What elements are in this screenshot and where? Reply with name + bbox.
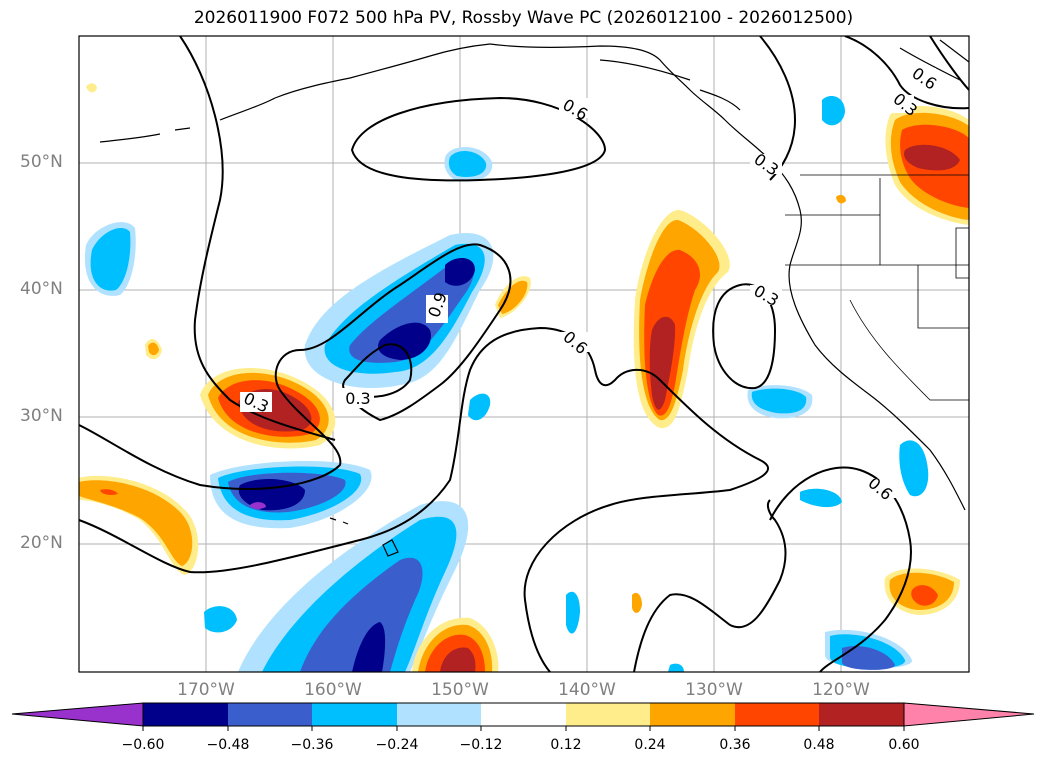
anomaly-blob — [904, 144, 960, 171]
anomaly-blob — [468, 393, 491, 421]
anomaly-blob — [204, 606, 237, 633]
anomaly-blob — [300, 557, 423, 672]
colorbar-tick-label: −0.12 — [459, 737, 503, 753]
colorbar-bin — [312, 703, 397, 726]
contour-line — [79, 326, 769, 672]
pv-contours — [79, 36, 969, 672]
anomaly-blob — [100, 489, 118, 495]
colorbar — [11, 702, 1035, 731]
lat-label: 50°N — [20, 152, 63, 172]
anomaly-blob — [90, 228, 131, 291]
colorbar-bin — [397, 703, 481, 726]
anomaly-blob — [800, 488, 842, 508]
contour-line — [350, 96, 607, 182]
anomaly-blob — [842, 645, 895, 670]
anomaly-blob — [148, 342, 159, 356]
contour-line — [844, 36, 969, 110]
lon-label: 160°W — [304, 680, 362, 700]
colorbar-tick-label: 0.24 — [634, 737, 666, 753]
anomaly-blob — [668, 663, 684, 672]
lon-label: 170°W — [177, 680, 235, 700]
anomaly-blob — [649, 316, 676, 410]
lat-label: 30°N — [20, 406, 63, 426]
lat-label: 20°N — [20, 533, 63, 553]
colorbar-tick-label: −0.24 — [375, 737, 419, 753]
anomaly-blob — [911, 585, 938, 606]
anomaly-blob — [79, 480, 193, 566]
colorbar-tick-label: 0.36 — [719, 737, 751, 753]
colorbar-tick-label: −0.36 — [290, 737, 334, 753]
anomaly-blob — [250, 502, 266, 510]
colorbar-tick-label: −0.60 — [121, 737, 165, 753]
contour-line — [929, 36, 969, 91]
colorbar-tick-label: 0.60 — [888, 737, 920, 753]
colorbar-extend-high — [903, 702, 1035, 727]
colorbar-bin — [143, 703, 228, 726]
map-title: 2026011900 F072 500 hPa PV, Rossby Wave … — [193, 8, 854, 28]
colorbar-tick-label: 0.12 — [550, 737, 582, 753]
anomaly-blob — [822, 96, 845, 126]
contour-label: 0.3 — [345, 389, 370, 408]
colorbar-tick-label: −0.48 — [206, 737, 250, 753]
anomaly-blob — [378, 322, 431, 360]
anomaly-blob — [86, 83, 97, 93]
lon-label: 130°W — [685, 680, 743, 700]
anomaly-blob — [498, 280, 528, 314]
negative-anomalies — [84, 96, 929, 672]
anomaly-blob — [566, 591, 580, 634]
colorbar-tick-label: 0.48 — [803, 737, 835, 753]
anomaly-blob — [349, 259, 475, 363]
anomaly-blob — [445, 258, 475, 286]
colorbar-bin — [735, 703, 819, 726]
contour-line — [712, 283, 777, 390]
anomaly-blob — [440, 647, 476, 672]
contour-line — [633, 499, 787, 672]
anomaly-blob — [899, 440, 929, 497]
colorbar-bin — [481, 703, 566, 726]
contour-line — [79, 243, 512, 490]
lon-label: 140°W — [558, 680, 616, 700]
anomaly-blob — [448, 151, 487, 177]
political-borders — [785, 174, 969, 401]
lon-label: 120°W — [812, 680, 870, 700]
contour-line — [769, 466, 912, 672]
colorbar-bin — [650, 703, 735, 726]
colorbar-bin — [228, 703, 312, 726]
colorbar-extend-low — [11, 702, 144, 727]
colorbar-bin — [566, 703, 650, 726]
lon-label: 150°W — [431, 680, 489, 700]
colorbar-bin — [819, 703, 904, 726]
positive-anomalies — [79, 83, 969, 672]
anomaly-blob — [352, 622, 386, 672]
anomaly-blob — [836, 194, 846, 204]
coastlines — [99, 39, 969, 557]
contour-line — [179, 36, 336, 441]
anomaly-blob — [632, 592, 642, 613]
lat-label: 40°N — [20, 279, 63, 299]
anomaly-blob — [751, 388, 807, 414]
